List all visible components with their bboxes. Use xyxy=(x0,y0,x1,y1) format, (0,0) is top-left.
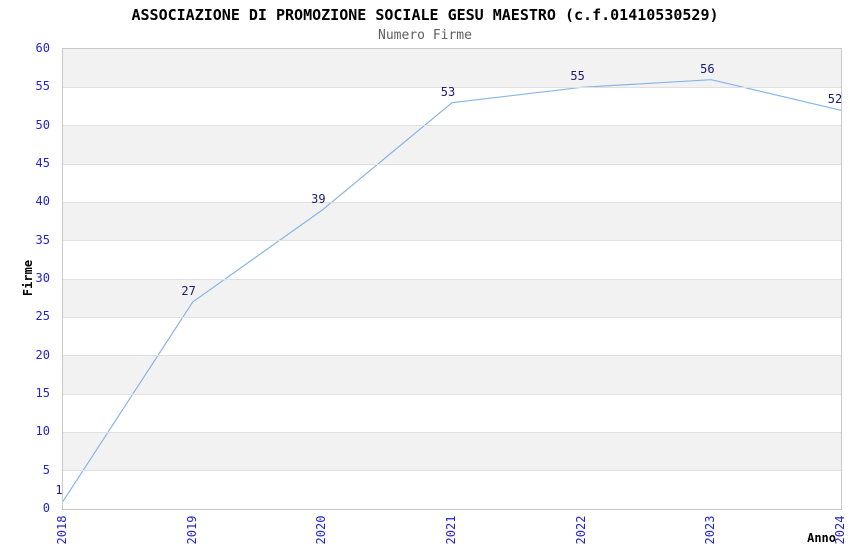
plot-area: 1 27 39 53 55 56 52 xyxy=(55,48,843,510)
gridline xyxy=(63,278,841,280)
gridline xyxy=(63,125,841,127)
y-tick-label: 45 xyxy=(35,156,50,170)
x-axis-title: Anno xyxy=(807,531,836,545)
gridline xyxy=(63,393,841,395)
y-tick-label: 30 xyxy=(35,271,50,285)
y-tick-label: 35 xyxy=(35,232,50,247)
y-tick-label: 5 xyxy=(42,462,50,477)
y-tick-label: 15 xyxy=(35,386,50,400)
data-label: 56 xyxy=(700,61,715,76)
line-series xyxy=(62,79,842,502)
y-tick-label: 60 xyxy=(35,41,50,55)
chart-title: ASSOCIAZIONE DI PROMOZIONE SOCIALE GESU … xyxy=(131,6,719,24)
x-tick-label: 2024 xyxy=(833,515,847,545)
data-label: 55 xyxy=(570,69,585,84)
gridline xyxy=(63,431,841,433)
data-label: 39 xyxy=(311,192,326,206)
x-tick-label: 2021 xyxy=(444,515,458,545)
gridline xyxy=(63,316,841,318)
x-tick-label: 2019 xyxy=(184,515,199,545)
x-tick-label: 2022 xyxy=(573,515,588,545)
gridline xyxy=(63,355,841,357)
y-tick-label: 40 xyxy=(35,194,50,209)
data-label: 1 xyxy=(55,483,63,498)
data-label: 52 xyxy=(827,92,843,107)
line-chart-canvas xyxy=(62,79,842,502)
data-label: 27 xyxy=(181,284,196,298)
gridline xyxy=(63,86,841,88)
x-tick-label: 2023 xyxy=(703,515,718,545)
y-tick-label: 25 xyxy=(35,309,50,324)
y-tick-label: 20 xyxy=(35,347,50,362)
gridline xyxy=(63,240,841,242)
gridline xyxy=(63,470,841,472)
x-tick-label: 2018 xyxy=(55,515,69,545)
gridline xyxy=(63,163,841,165)
x-tick-label: 2020 xyxy=(314,515,329,545)
gridline xyxy=(63,201,841,203)
data-label: 53 xyxy=(440,84,456,99)
y-tick-label: 55 xyxy=(35,79,50,94)
chart-subtitle: Numero Firme xyxy=(378,28,472,43)
y-tick-label: 10 xyxy=(35,424,50,439)
y-tick-label: 0 xyxy=(42,501,50,515)
y-tick-label: 50 xyxy=(35,117,50,132)
